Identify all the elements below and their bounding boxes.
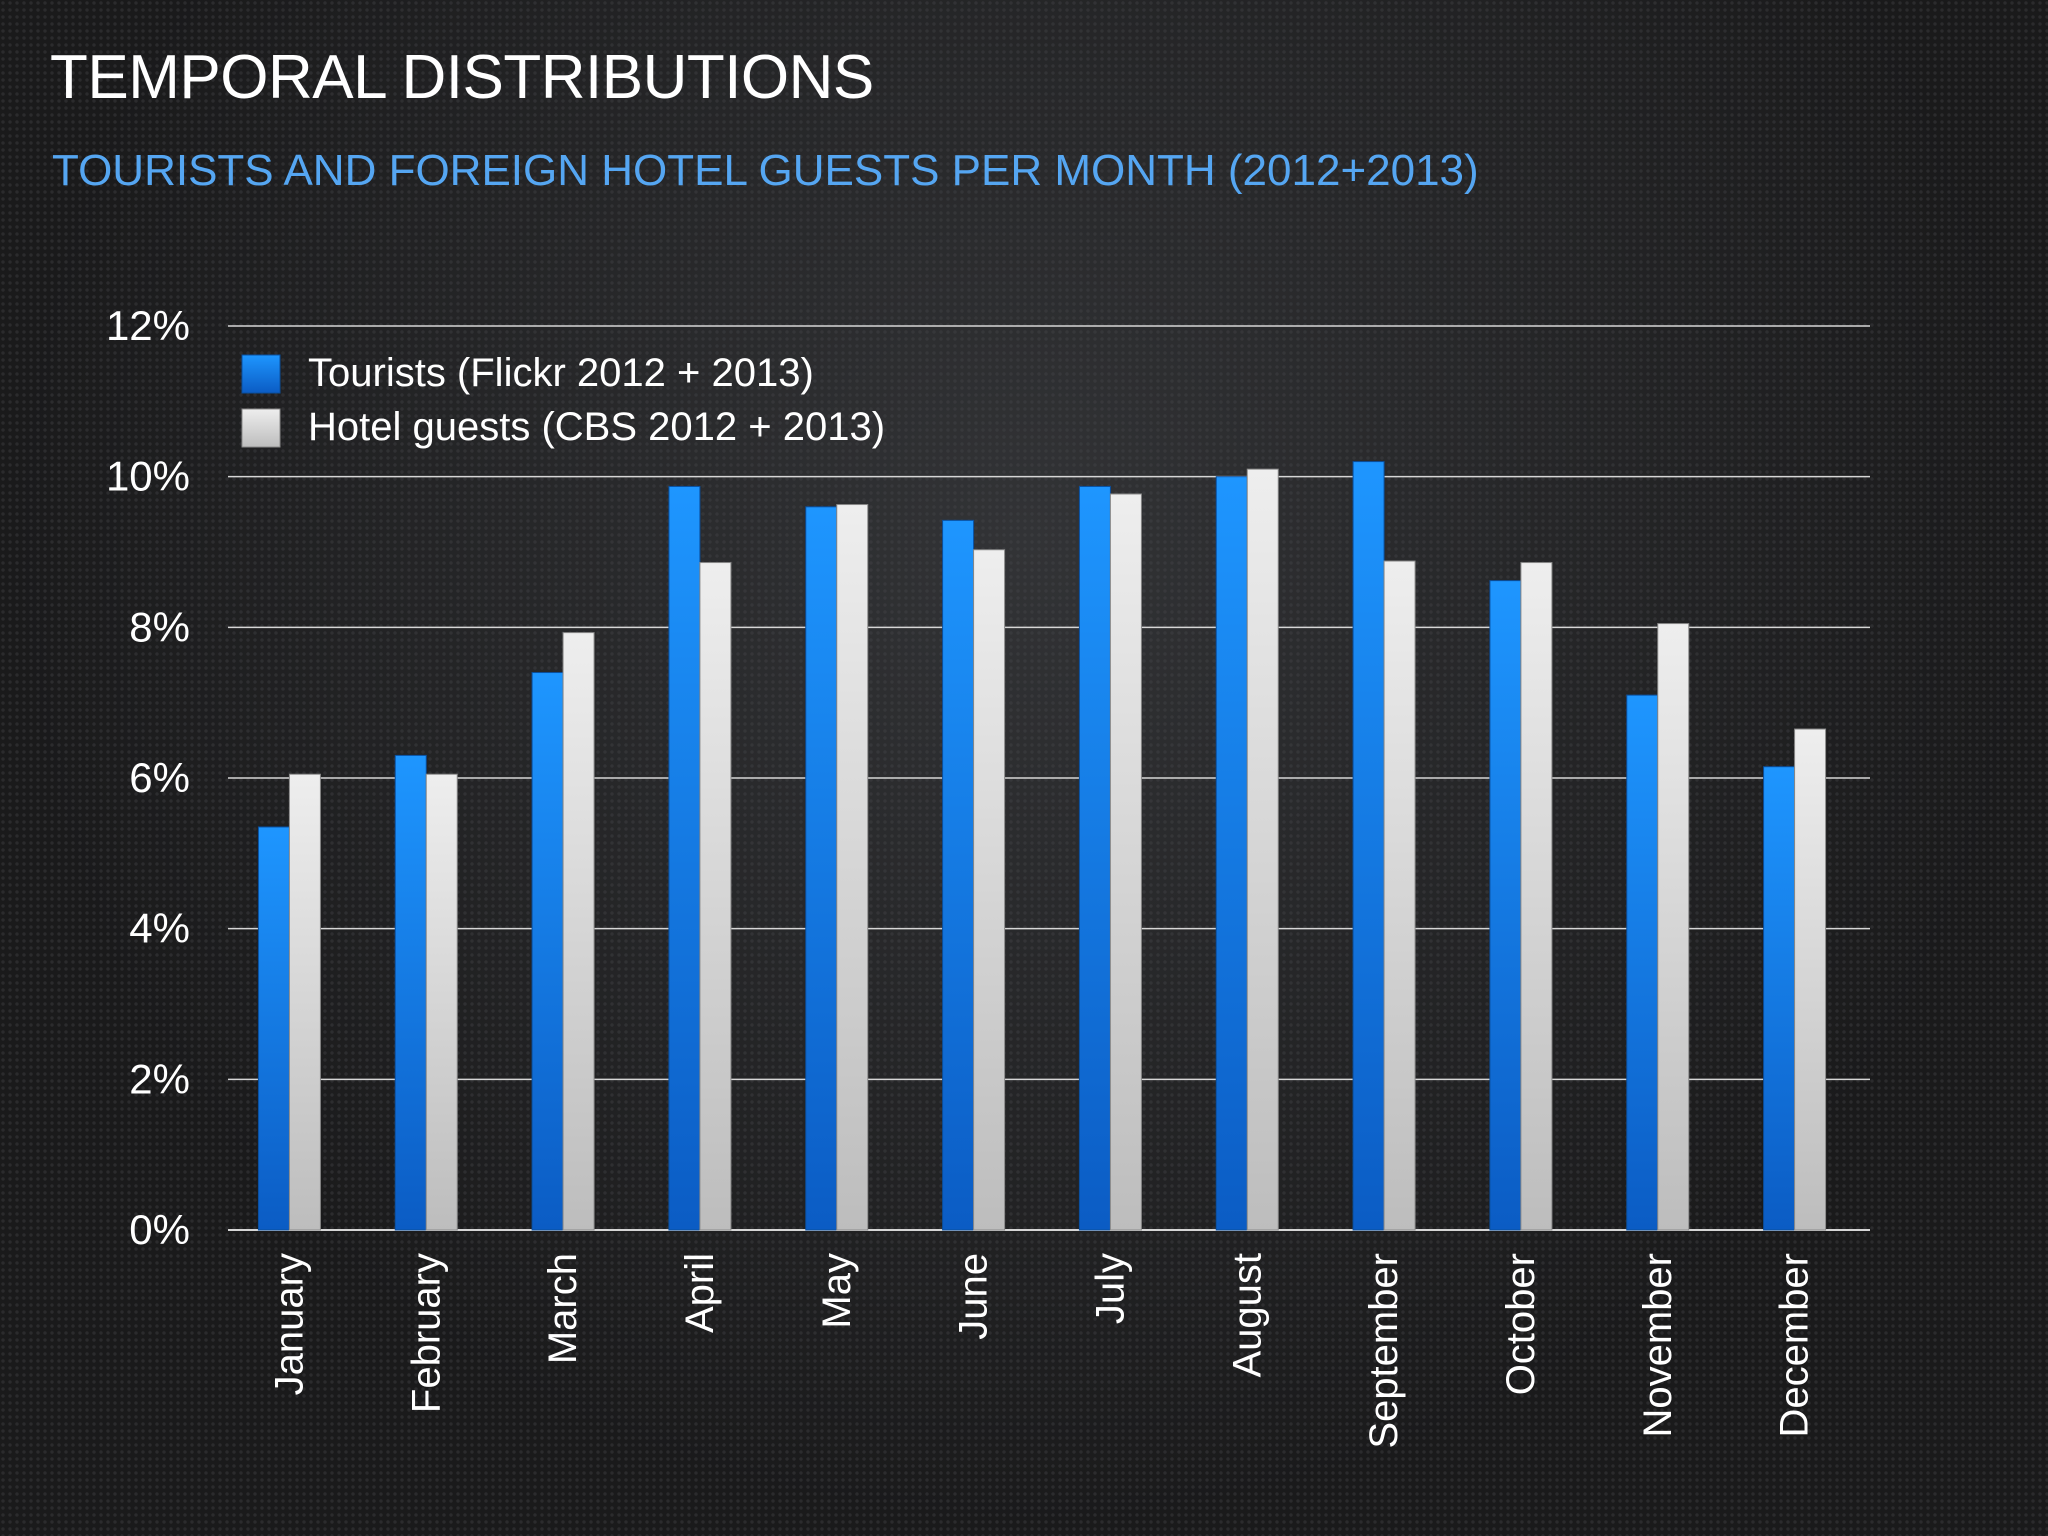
- legend-swatch: [241, 354, 281, 394]
- y-tick-label: 8%: [129, 603, 190, 650]
- bar-hotel-guests-june: [973, 549, 1006, 1231]
- bar-hotel-guests-november: [1657, 623, 1690, 1231]
- x-tick-label: November: [1636, 1253, 1680, 1438]
- bar-tourists-november: [1626, 694, 1659, 1231]
- bar-hotel-guests-february: [425, 773, 458, 1231]
- bar-tourists-june: [942, 519, 975, 1231]
- slide-title: TEMPORAL DISTRIBUTIONS: [50, 43, 874, 112]
- x-tick-label: May: [815, 1253, 859, 1329]
- bar-tourists-april: [668, 485, 701, 1231]
- x-tick-label: January: [267, 1253, 311, 1395]
- legend-label: Hotel guests (CBS 2012 + 2013): [308, 405, 885, 449]
- bar-hotel-guests-july: [1109, 493, 1142, 1231]
- legend-label: Tourists (Flickr 2012 + 2013): [308, 351, 814, 395]
- x-tick-label: February: [404, 1253, 448, 1413]
- x-tick-label: July: [1088, 1253, 1132, 1324]
- bar-tourists-july: [1078, 485, 1111, 1231]
- bar-tourists-may: [805, 506, 838, 1231]
- bar-tourists-january: [257, 826, 290, 1231]
- x-tick-label: August: [1225, 1253, 1269, 1378]
- bar-hotel-guests-august: [1246, 468, 1279, 1231]
- y-tick-label: 12%: [106, 302, 190, 349]
- bar-tourists-march: [531, 672, 564, 1231]
- x-tick-label: April: [678, 1253, 722, 1333]
- x-tick-label: March: [541, 1253, 585, 1364]
- y-tick-label: 0%: [129, 1206, 190, 1253]
- x-tick-label: September: [1362, 1253, 1406, 1449]
- bar-tourists-august: [1215, 476, 1248, 1231]
- bar-hotel-guests-march: [562, 632, 595, 1231]
- bar-hotel-guests-april: [699, 562, 732, 1231]
- bar-tourists-december: [1763, 766, 1796, 1231]
- x-tick-label: December: [1773, 1253, 1817, 1438]
- bar-tourists-october: [1489, 580, 1522, 1231]
- slide-subtitle: TOURISTS AND FOREIGN HOTEL GUESTS PER MO…: [52, 146, 1479, 195]
- x-tick-label: June: [952, 1253, 996, 1340]
- y-tick-label: 10%: [106, 453, 190, 500]
- bar-hotel-guests-may: [836, 504, 869, 1231]
- y-tick-label: 4%: [129, 905, 190, 952]
- legend-swatch: [241, 408, 281, 448]
- bar-hotel-guests-december: [1794, 728, 1827, 1231]
- bar-tourists-february: [394, 754, 427, 1231]
- bar-tourists-september: [1352, 461, 1385, 1231]
- y-tick-label: 6%: [129, 754, 190, 801]
- x-tick-label: October: [1499, 1253, 1543, 1395]
- bar-hotel-guests-january: [288, 773, 321, 1231]
- y-tick-label: 2%: [129, 1055, 190, 1102]
- bar-hotel-guests-october: [1520, 562, 1553, 1231]
- bar-hotel-guests-september: [1383, 560, 1416, 1231]
